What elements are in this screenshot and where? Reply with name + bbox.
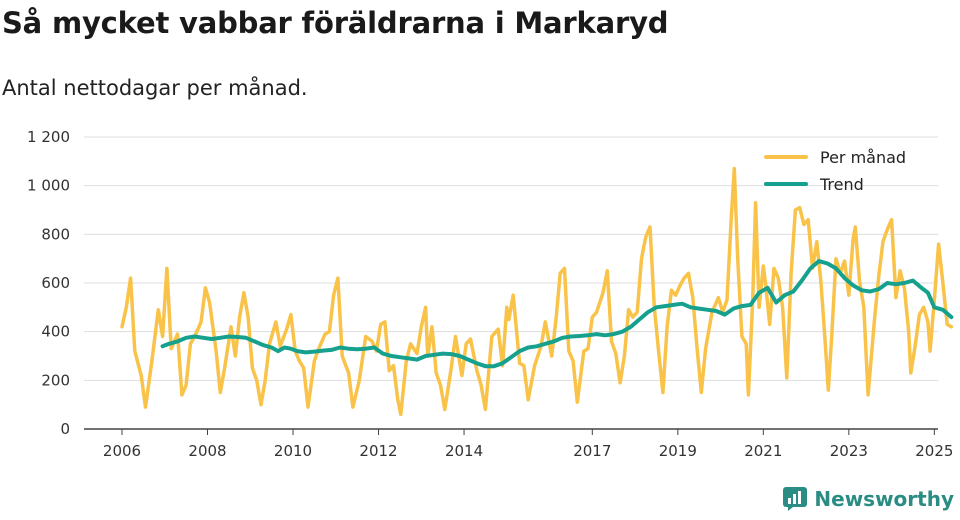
x-tick-label: 2008 — [188, 442, 226, 460]
brand-name: Newsworthy — [814, 487, 954, 511]
x-tick-label: 2010 — [274, 442, 312, 460]
y-tick-label: 400 — [41, 323, 70, 341]
y-tick-label: 0 — [60, 420, 70, 438]
legend-label: Trend — [819, 175, 864, 194]
series-trend-line — [160, 259, 954, 369]
x-tick-label: 2023 — [830, 442, 868, 460]
series-per-manad-line — [120, 166, 954, 417]
newsworthy-logo-icon — [783, 487, 808, 511]
series-lines — [120, 166, 954, 417]
x-tick-label: 2019 — [659, 442, 697, 460]
x-tick-label: 2021 — [744, 442, 782, 460]
y-tick-label: 1 200 — [27, 128, 70, 146]
chart-title: Så mycket vabbar föräldrarna i Markaryd — [2, 6, 669, 40]
x-tick-label: 2012 — [359, 442, 397, 460]
grid-lines — [84, 136, 938, 381]
axes: 0 200 400 600 800 1 000 1 200 2006 2008 2010 2012 2… — [27, 128, 953, 460]
x-tick-label: 2014 — [445, 442, 483, 460]
y-tick-label: 1 000 — [27, 177, 70, 195]
y-tick-label: 800 — [41, 225, 70, 243]
y-tick-label: 200 — [41, 371, 70, 389]
x-tick-label: 2006 — [103, 442, 141, 460]
x-tick-label: 2025 — [915, 442, 953, 460]
chart-subtitle: Antal nettodagar per månad. — [2, 76, 308, 100]
x-tick-label: 2017 — [573, 442, 611, 460]
y-tick-label: 600 — [41, 274, 70, 292]
legend-label: Per månad — [820, 148, 906, 167]
brand-logo[interactable]: Newsworthy — [782, 486, 954, 512]
legend: Per månad Trend — [764, 148, 906, 194]
